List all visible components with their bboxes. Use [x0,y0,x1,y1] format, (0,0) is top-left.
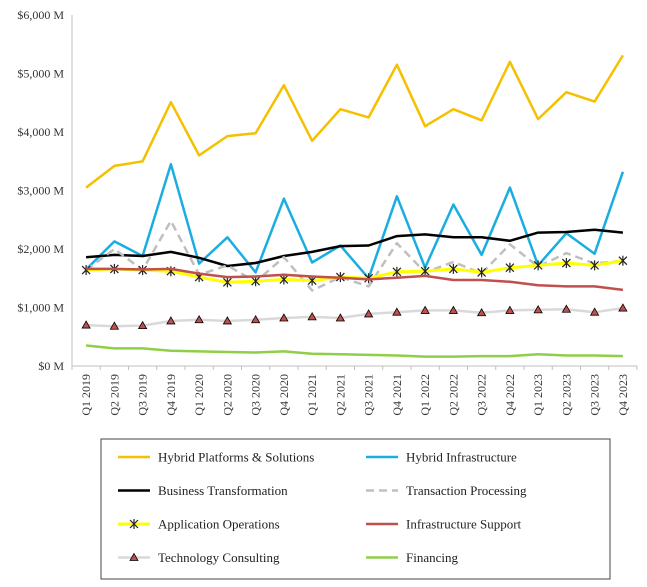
series-layer [81,54,628,358]
star-marker [129,519,139,529]
x-tick-label: Q2 2019 [107,374,121,416]
legend-item: Hybrid Platforms & Solutions [118,450,314,465]
x-tick-label: Q3 2021 [362,374,376,416]
legend: Hybrid Platforms & Solutions Hybrid Infra… [100,438,611,580]
triangle-marker [194,314,204,324]
series-hybrid-infrastructure [85,162,625,280]
triangle-marker [335,313,346,322]
star-marker [251,276,261,287]
legend-label: Hybrid Infrastructure [406,450,517,465]
triangle-marker [561,304,572,313]
triangle-marker [129,552,139,561]
x-tick-label: Q3 2019 [136,374,150,416]
x-tick-label: Q2 2020 [220,374,234,416]
legend-item: Application Operations [118,517,280,532]
legend-label: Financing [406,550,458,565]
legend-label: Transaction Processing [406,483,527,498]
legend-item: Technology Consulting [118,550,280,565]
triangle-marker [448,305,459,314]
series-line [85,228,624,268]
star-marker [448,263,458,274]
x-tick-label: Q2 2021 [333,374,347,416]
x-tick-label: Q4 2019 [164,374,178,416]
series-line [86,267,624,292]
legend-item: Hybrid Infrastructure [366,450,517,465]
triangle-marker [166,316,176,325]
triangle-marker [363,309,374,318]
star-marker [533,260,543,271]
x-tick-label: Q2 2023 [559,374,573,416]
star-marker [420,266,430,277]
x-tick-label: Q3 2020 [249,374,263,416]
series-line [86,306,624,328]
legend-label: Application Operations [158,517,280,532]
legend-label: Technology Consulting [158,550,280,565]
star-marker [222,277,232,288]
axes [71,15,637,367]
triangle-marker [589,307,600,316]
x-tick-label: Q4 2020 [277,374,291,416]
x-axis-ticks: Q1 2019 Q2 2019 Q3 2019 Q4 2019 Q1 2020 Q2 20… [71,366,638,416]
x-tick-label: Q1 2020 [192,374,206,416]
y-tick-label: $4,000 M [17,125,64,139]
triangle-marker [420,305,430,314]
series-line [85,54,624,189]
legend-label: Infrastructure Support [406,517,522,532]
y-tick-label: $5,000 M [17,67,64,81]
legend-item: Transaction Processing [366,483,527,498]
star-marker [477,267,487,278]
legend-item: Infrastructure Support [366,517,522,532]
x-tick-label: Q4 2021 [390,374,404,416]
triangle-marker [279,313,289,322]
series-infrastructure-support [86,267,624,292]
star-marker [561,258,571,269]
x-tick-label: Q2 2022 [446,374,460,416]
series-technology-consulting [81,303,628,330]
x-tick-label: Q4 2023 [616,374,630,416]
legend-box [100,438,611,580]
y-tick-label: $6,000 M [17,8,64,22]
triangle-marker [307,312,317,321]
x-tick-label: Q1 2021 [305,374,319,416]
triangle-marker [81,320,91,329]
series-financing [85,344,623,358]
triangle-marker [222,316,233,325]
series-line [85,219,624,292]
legend-item: Financing [366,550,458,565]
triangle-marker [476,307,487,317]
y-tick-label: $0 M [38,359,64,373]
triangle-marker [250,314,261,324]
x-tick-label: Q3 2022 [475,374,489,416]
x-tick-label: Q3 2023 [588,374,602,416]
triangle-marker [505,305,515,314]
triangle-marker [137,320,148,330]
x-tick-label: Q1 2019 [79,374,93,416]
y-tick-label: $2,000 M [17,242,64,256]
star-marker [505,262,515,273]
legend-label: Hybrid Platforms & Solutions [158,450,314,465]
y-tick-label: $3,000 M [17,184,64,198]
series-hybrid-platforms-solutions [85,54,624,189]
triangle-marker [392,307,402,316]
y-axis-ticks: $0 M $1,000 M $2,000 M $3,000 M $4,000 M $5,0… [17,8,64,373]
triangle-marker [109,321,120,330]
series-line [85,344,623,358]
legend-item: Business Transformation [118,483,288,498]
star-marker [279,274,289,285]
triangle-marker [533,305,543,314]
star-marker [618,255,628,266]
series-line [85,162,625,280]
x-tick-label: Q1 2022 [418,374,432,416]
star-marker [392,266,402,277]
triangle-marker [618,303,628,312]
x-tick-label: Q4 2022 [503,374,517,416]
series-business-transformation [85,228,624,268]
x-tick-label: Q1 2023 [531,374,545,416]
series-transaction-processing [85,219,624,292]
y-tick-label: $1,000 M [17,301,64,315]
star-marker [590,260,600,271]
legend-label: Business Transformation [158,483,288,498]
